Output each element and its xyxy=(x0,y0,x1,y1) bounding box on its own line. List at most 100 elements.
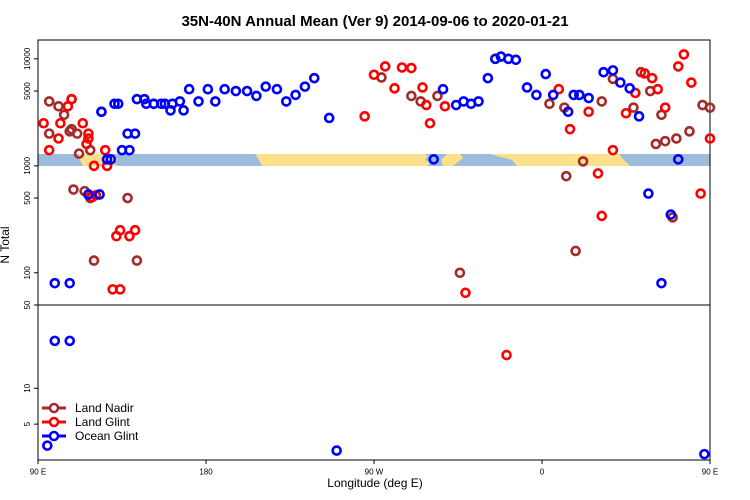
point-ocean-glint-58 xyxy=(64,335,76,347)
ocean-land-band xyxy=(38,154,710,166)
legend-entry-ocean-glint: Ocean Glint xyxy=(42,429,139,443)
point-ocean-glint-49 xyxy=(615,77,626,88)
point-land-nadir-9 xyxy=(406,90,417,102)
point-land-glint-17 xyxy=(417,82,428,93)
legend-marker-ocean-glint xyxy=(48,430,60,442)
point-ocean-glint-18 xyxy=(241,85,253,97)
point-land-glint-11 xyxy=(359,111,370,122)
point-ocean-glint-22 xyxy=(280,96,292,107)
point-ocean-glint-40 xyxy=(531,89,542,101)
point-land-glint-14 xyxy=(389,83,400,94)
point-ocean-glint-61 xyxy=(96,106,107,118)
point-land-nadir-20 xyxy=(628,102,639,113)
point-ocean-glint-21 xyxy=(271,83,283,95)
point-land-glint-3 xyxy=(77,117,89,129)
point-land-nadir-37 xyxy=(88,255,100,266)
point-land-glint-13 xyxy=(379,61,391,72)
y-axis-label: N Total xyxy=(0,226,12,263)
point-ocean-glint-5 xyxy=(112,98,124,110)
legend-label-land-glint: Land Glint xyxy=(75,415,130,429)
point-ocean-glint-70 xyxy=(165,105,176,116)
point-land-nadir-34 xyxy=(68,184,79,195)
point-land-glint-44 xyxy=(81,138,92,150)
point-land-glint-1 xyxy=(53,133,64,144)
point-ocean-glint-2 xyxy=(83,189,94,200)
point-ocean-glint-4 xyxy=(105,154,117,165)
point-ocean-glint-53 xyxy=(656,277,667,289)
point-land-glint-10 xyxy=(129,224,141,236)
y-tick-label-upper-500: 500 xyxy=(23,191,32,205)
point-land-glint-26 xyxy=(592,168,604,179)
point-land-glint-0 xyxy=(38,117,49,129)
point-land-glint-38 xyxy=(695,188,706,199)
point-ocean-glint-48 xyxy=(607,65,619,76)
point-land-nadir-27 xyxy=(671,133,682,144)
point-ocean-glint-60 xyxy=(94,189,105,200)
point-ocean-glint-23 xyxy=(290,89,301,101)
x-axis-label: Longitude (deg E) xyxy=(327,476,422,490)
point-land-nadir-32 xyxy=(58,109,70,121)
point-land-glint-45 xyxy=(83,128,94,139)
point-land-nadir-16 xyxy=(570,245,581,257)
point-land-glint-6 xyxy=(99,144,111,156)
point-land-glint-28 xyxy=(607,144,619,156)
point-ocean-glint-56 xyxy=(699,448,710,460)
point-ocean-glint-52 xyxy=(643,188,654,199)
point-ocean-glint-45 xyxy=(574,89,585,101)
x-tick-label-3: 0 xyxy=(540,468,545,477)
point-ocean-glint-25 xyxy=(308,72,320,84)
point-land-glint-21 xyxy=(460,287,471,299)
chart-title: 35N-40N Annual Mean (Ver 9) 2014-09-06 t… xyxy=(181,13,568,30)
point-land-glint-39 xyxy=(704,133,716,144)
legend-marker-land-nadir xyxy=(48,402,60,414)
point-ocean-glint-17 xyxy=(230,85,242,97)
point-land-nadir-35 xyxy=(73,148,85,159)
point-land-glint-40 xyxy=(43,144,55,156)
legend-entry-land-glint: Land Glint xyxy=(42,415,130,429)
x-tick-label-0: 90 E xyxy=(30,468,46,477)
point-land-glint-9 xyxy=(124,230,135,242)
point-ocean-glint-19 xyxy=(251,90,262,102)
point-ocean-glint-44 xyxy=(568,89,580,101)
legend-label-ocean-glint: Ocean Glint xyxy=(75,429,139,443)
point-ocean-glint-42 xyxy=(547,89,559,101)
point-ocean-glint-34 xyxy=(482,72,494,84)
point-ocean-glint-26 xyxy=(323,112,335,124)
point-ocean-glint-39 xyxy=(521,82,533,93)
point-ocean-glint-65 xyxy=(122,128,133,139)
point-land-nadir-0 xyxy=(43,128,55,139)
point-ocean-glint-54 xyxy=(665,209,677,220)
point-land-glint-27 xyxy=(596,210,608,222)
y-tick-label-lower-5: 5 xyxy=(23,421,32,426)
point-land-nadir-17 xyxy=(577,156,589,167)
point-ocean-glint-69 xyxy=(155,98,167,110)
x-tick-label-1: 180 xyxy=(199,468,213,477)
point-ocean-glint-24 xyxy=(299,81,311,92)
legend-entry-land-nadir: Land Nadir xyxy=(42,401,134,415)
point-land-glint-29 xyxy=(620,107,632,119)
point-land-glint-34 xyxy=(659,102,671,113)
point-land-glint-12 xyxy=(368,69,380,81)
point-ocean-glint-27 xyxy=(331,445,342,456)
y-tick-label-lower-10: 10 xyxy=(23,383,32,392)
y-tick-label-upper-1000: 1000 xyxy=(23,156,32,174)
point-land-glint-16 xyxy=(406,62,417,74)
x-tick-label-4: 90 E xyxy=(702,468,718,477)
point-land-nadir-31 xyxy=(43,96,55,107)
y-tick-label-upper-5000: 5000 xyxy=(23,82,32,100)
point-land-nadir-15 xyxy=(560,170,572,182)
point-land-glint-37 xyxy=(686,77,697,88)
point-land-glint-50 xyxy=(114,224,126,236)
y-tick-label-upper-100: 100 xyxy=(23,266,32,280)
point-ocean-glint-41 xyxy=(540,68,552,80)
y-tick-label-upper-50: 50 xyxy=(23,300,32,309)
point-ocean-glint-14 xyxy=(202,83,214,95)
point-ocean-glint-13 xyxy=(193,96,204,107)
point-land-nadir-12 xyxy=(454,267,466,279)
point-ocean-glint-46 xyxy=(583,92,594,104)
legend-marker-land-glint xyxy=(48,416,60,428)
point-ocean-glint-1 xyxy=(49,335,61,347)
point-ocean-glint-16 xyxy=(219,83,230,95)
point-land-glint-18 xyxy=(420,99,432,111)
